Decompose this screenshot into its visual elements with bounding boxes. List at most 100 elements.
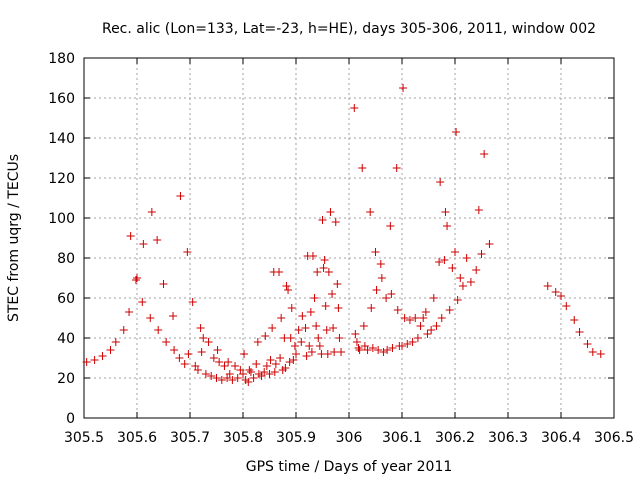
data-point xyxy=(379,348,388,356)
x-tick-label: 306 xyxy=(336,430,363,446)
data-point xyxy=(441,208,450,216)
y-tick-label: 80 xyxy=(57,251,75,267)
chart-title: Rec. alic (Lon=133, Lat=-23, h=HE), days… xyxy=(102,21,596,37)
data-point xyxy=(286,334,295,342)
data-point xyxy=(204,338,213,346)
data-point xyxy=(106,346,115,354)
data-point xyxy=(180,360,189,368)
data-point xyxy=(440,256,449,264)
data-point xyxy=(315,342,324,350)
data-point xyxy=(421,308,430,316)
data-point xyxy=(193,366,202,374)
x-tick-label: 305.7 xyxy=(170,430,210,446)
data-point xyxy=(268,324,277,332)
data-point xyxy=(453,296,462,304)
data-point xyxy=(330,348,339,356)
data-point xyxy=(371,248,380,256)
x-tick-label: 305.6 xyxy=(117,430,157,446)
data-point xyxy=(153,236,162,244)
data-point xyxy=(301,324,310,332)
grid-layer xyxy=(84,58,614,418)
data-point xyxy=(333,280,342,288)
data-point xyxy=(277,314,286,322)
y-tick-label: 160 xyxy=(48,91,75,107)
data-point xyxy=(98,352,107,360)
data-point xyxy=(188,298,197,306)
data-point xyxy=(393,306,402,314)
data-point xyxy=(411,314,420,322)
data-point xyxy=(146,314,155,322)
data-point xyxy=(170,346,179,354)
data-point xyxy=(543,282,552,290)
tick-label-layer: 305.5 305.6 305.7 305.8 305.9 306 306.1 306.2 30… xyxy=(48,51,634,446)
data-point xyxy=(201,370,210,378)
x-tick-label: 306.2 xyxy=(435,430,475,446)
data-point xyxy=(427,326,436,334)
data-point xyxy=(474,206,483,214)
data-point xyxy=(212,374,221,382)
data-point xyxy=(419,314,428,322)
data-point xyxy=(231,362,240,370)
data-point xyxy=(252,360,261,368)
data-point xyxy=(271,360,280,368)
data-point xyxy=(480,150,489,158)
data-point xyxy=(326,208,335,216)
data-point xyxy=(111,338,120,346)
data-point xyxy=(398,342,406,350)
data-point xyxy=(321,302,330,310)
data-point xyxy=(285,358,294,366)
x-tick-label: 306.5 xyxy=(594,430,634,446)
y-tick-label: 100 xyxy=(48,211,75,227)
data-point xyxy=(244,378,253,386)
x-tick-label: 306.3 xyxy=(488,430,528,446)
data-point xyxy=(224,358,233,366)
data-point xyxy=(485,240,494,248)
data-point xyxy=(217,376,226,384)
x-tick-label: 305.9 xyxy=(276,430,316,446)
data-point xyxy=(351,330,360,338)
data-point xyxy=(350,104,359,112)
data-point xyxy=(246,368,255,376)
data-point xyxy=(262,362,271,370)
data-point xyxy=(282,282,291,290)
data-point xyxy=(265,370,274,378)
data-point xyxy=(337,348,346,356)
data-point xyxy=(287,304,296,312)
data-point xyxy=(329,324,338,332)
data-point xyxy=(472,266,481,274)
data-point xyxy=(289,356,298,364)
data-point xyxy=(240,350,249,358)
data-point xyxy=(275,268,284,276)
data-point xyxy=(207,372,216,380)
data-point xyxy=(562,302,571,310)
data-point xyxy=(456,274,465,282)
data-point xyxy=(239,370,247,378)
data-point xyxy=(359,322,368,330)
data-point xyxy=(376,260,385,268)
data-point xyxy=(196,324,205,332)
data-point xyxy=(220,362,229,370)
data-point xyxy=(225,370,234,378)
y-tick-label: 140 xyxy=(48,131,75,147)
x-tick-label: 305.8 xyxy=(223,430,263,446)
data-point xyxy=(466,278,475,286)
data-point xyxy=(169,312,178,320)
data-point xyxy=(298,312,307,320)
data-point xyxy=(228,376,237,384)
data-points xyxy=(82,84,605,386)
data-point xyxy=(458,282,467,290)
data-point xyxy=(320,256,329,264)
data-point xyxy=(133,274,141,282)
data-point xyxy=(175,354,184,362)
data-point xyxy=(308,252,317,260)
data-point xyxy=(305,342,314,350)
data-point xyxy=(318,216,327,224)
data-point xyxy=(400,314,409,322)
data-point xyxy=(306,308,315,316)
data-point xyxy=(445,306,454,314)
data-point xyxy=(313,268,322,276)
data-point xyxy=(154,326,163,334)
